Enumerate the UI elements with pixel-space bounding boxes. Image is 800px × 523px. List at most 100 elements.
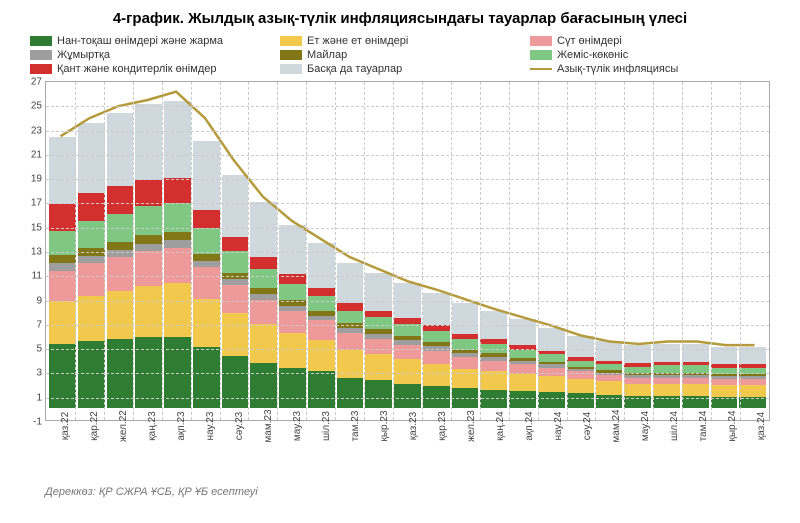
bar-segment-bread — [509, 391, 536, 408]
legend-label: Майлар — [307, 49, 347, 61]
legend-swatch — [280, 36, 302, 46]
bar-segment-meat — [49, 301, 76, 344]
legend-item: Нан-тоқаш өнімдері және жарма — [30, 35, 270, 47]
bar-segment-dairy — [452, 357, 479, 369]
x-label: қыр.23 — [379, 410, 390, 441]
bar-segment-other — [538, 328, 565, 351]
bar-column — [682, 344, 709, 420]
bar-column — [509, 319, 536, 420]
bar-segment-fruits — [193, 228, 220, 254]
bar-segment-fruits — [222, 251, 249, 273]
x-label: қыр.24 — [727, 410, 738, 441]
x-gridline — [509, 82, 510, 420]
bar-column — [423, 293, 450, 420]
bar-segment-sugar — [222, 237, 249, 252]
y-gridline — [46, 131, 769, 132]
y-tick: 17 — [22, 198, 42, 209]
bar-segment-fruits — [250, 269, 277, 287]
bar-segment-bread — [308, 371, 335, 407]
bar-segment-bread — [250, 363, 277, 408]
x-label: қаң.23 — [147, 411, 158, 440]
y-tick: 9 — [22, 295, 42, 306]
bar-segment-fruits — [452, 339, 479, 350]
bar-segment-meat — [653, 384, 680, 396]
y-tick: 11 — [22, 271, 42, 282]
bar-segment-meat — [538, 376, 565, 392]
y-tick: 3 — [22, 368, 42, 379]
bar-segment-oils — [193, 254, 220, 261]
y-tick: 13 — [22, 247, 42, 258]
bar-column — [394, 283, 421, 420]
legend-item: Сүт өнімдері — [530, 35, 770, 47]
x-label: қаң.24 — [495, 411, 506, 440]
y-gridline — [46, 398, 769, 399]
bar-segment-bread — [567, 393, 594, 408]
x-gridline — [393, 82, 394, 420]
x-gridline — [451, 82, 452, 420]
x-label: жел.22 — [118, 410, 129, 442]
bar-segment-other — [78, 123, 105, 193]
legend-swatch — [530, 50, 552, 60]
bar-segment-sugar — [250, 257, 277, 269]
bar-segment-dairy — [279, 311, 306, 333]
plot-area: -113579111315171921232527 — [45, 81, 770, 421]
bar-segment-eggs — [135, 244, 162, 251]
y-tick: 5 — [22, 344, 42, 355]
x-gridline — [220, 82, 221, 420]
y-gridline — [46, 155, 769, 156]
y-gridline — [46, 325, 769, 326]
legend-swatch — [530, 36, 552, 46]
y-tick: 19 — [22, 174, 42, 185]
bar-segment-meat — [193, 299, 220, 348]
bar-segment-meat — [423, 364, 450, 386]
bar-column — [222, 175, 249, 420]
bar-segment-meat — [624, 384, 651, 396]
bar-segment-other — [279, 225, 306, 275]
bar-segment-meat — [509, 374, 536, 391]
legend-label: Жұмыртқа — [57, 49, 110, 61]
bar-segment-dairy — [250, 300, 277, 324]
legend-label: Азық-түлік инфляциясы — [557, 63, 678, 75]
x-label: қар.22 — [89, 411, 100, 440]
bar-column — [624, 345, 651, 420]
legend-label: Нан-тоқаш өнімдері және жарма — [57, 35, 223, 47]
bar-segment-eggs — [49, 263, 76, 270]
bar-column — [739, 347, 766, 420]
legend-swatch — [30, 36, 52, 46]
x-gridline — [711, 82, 712, 420]
bar-segment-other — [423, 293, 450, 326]
bar-segment-other — [49, 137, 76, 204]
y-tick: 23 — [22, 125, 42, 136]
bar-segment-bread — [538, 392, 565, 408]
bar-segment-oils — [107, 242, 134, 251]
chart-container: 4-график. Жылдық азық-түлік инфляциясынд… — [0, 0, 800, 523]
bar-segment-oils — [164, 232, 191, 241]
x-gridline — [133, 82, 134, 420]
x-label: мам.23 — [263, 409, 274, 442]
bar-segment-other — [135, 104, 162, 179]
y-gridline — [46, 252, 769, 253]
x-label: нау.24 — [553, 412, 564, 441]
x-gridline — [595, 82, 596, 420]
legend-item: Азық-түлік инфляциясы — [530, 63, 770, 75]
bar-segment-fruits — [135, 206, 162, 235]
y-gridline — [46, 203, 769, 204]
legend-item: Ет және ет өнімдері — [280, 35, 520, 47]
bar-segment-bread — [596, 395, 623, 408]
bar-segment-oils — [49, 255, 76, 264]
bar-segment-other — [682, 344, 709, 362]
legend-label: Басқа да тауарлар — [307, 63, 402, 75]
x-label: мау.23 — [292, 411, 303, 441]
bar-segment-sugar — [337, 303, 364, 310]
x-gridline — [538, 82, 539, 420]
bar-segment-fruits — [538, 354, 565, 361]
bar-segment-meat — [596, 381, 623, 394]
bar-segment-dairy — [78, 263, 105, 296]
bar-segment-other — [308, 243, 335, 288]
bar-segment-dairy — [480, 361, 507, 372]
x-gridline — [682, 82, 683, 420]
x-label: шіл.23 — [321, 411, 332, 441]
y-tick: 15 — [22, 222, 42, 233]
bar-column — [164, 101, 191, 420]
y-tick: -1 — [22, 417, 42, 428]
